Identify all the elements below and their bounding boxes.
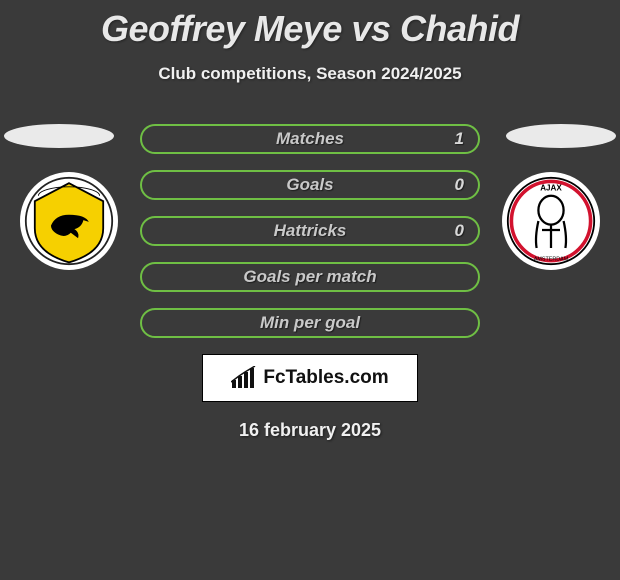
stat-value-right: 1 — [455, 129, 464, 149]
brand-badge: FcTables.com — [202, 354, 418, 402]
brand-text: FcTables.com — [263, 367, 388, 389]
player-avatar-left — [4, 124, 114, 148]
comparison-date: 16 february 2025 — [0, 420, 620, 441]
player-avatar-right — [506, 124, 616, 148]
stat-label: Hattricks — [274, 221, 347, 241]
stat-row: Min per goal — [140, 308, 480, 338]
stat-row: Hattricks 0 — [140, 216, 480, 246]
stats-list: Matches 1 Goals 0 Hattricks 0 Goals per match M… — [140, 124, 480, 354]
stat-label: Goals per match — [243, 267, 376, 287]
stat-label: Goals — [286, 175, 333, 195]
stat-value-right: 0 — [455, 175, 464, 195]
stat-row: Goals per match — [140, 262, 480, 292]
stat-label: Min per goal — [260, 313, 360, 333]
stat-row: Goals 0 — [140, 170, 480, 200]
stat-label: Matches — [276, 129, 344, 149]
club-badge-right: AJAX AMSTERDAM — [502, 172, 600, 270]
stat-row: Matches 1 — [140, 124, 480, 154]
chart-icon — [231, 366, 257, 390]
subtitle: Club competitions, Season 2024/2025 — [0, 64, 620, 84]
page-title: Geoffrey Meye vs Chahid — [0, 0, 620, 50]
cambuur-badge-icon — [24, 176, 114, 266]
stat-value-right: 0 — [455, 221, 464, 241]
svg-text:AJAX: AJAX — [540, 183, 562, 192]
club-badge-left — [20, 172, 118, 270]
svg-text:AMSTERDAM: AMSTERDAM — [534, 257, 569, 263]
ajax-badge-icon: AJAX AMSTERDAM — [506, 176, 596, 266]
